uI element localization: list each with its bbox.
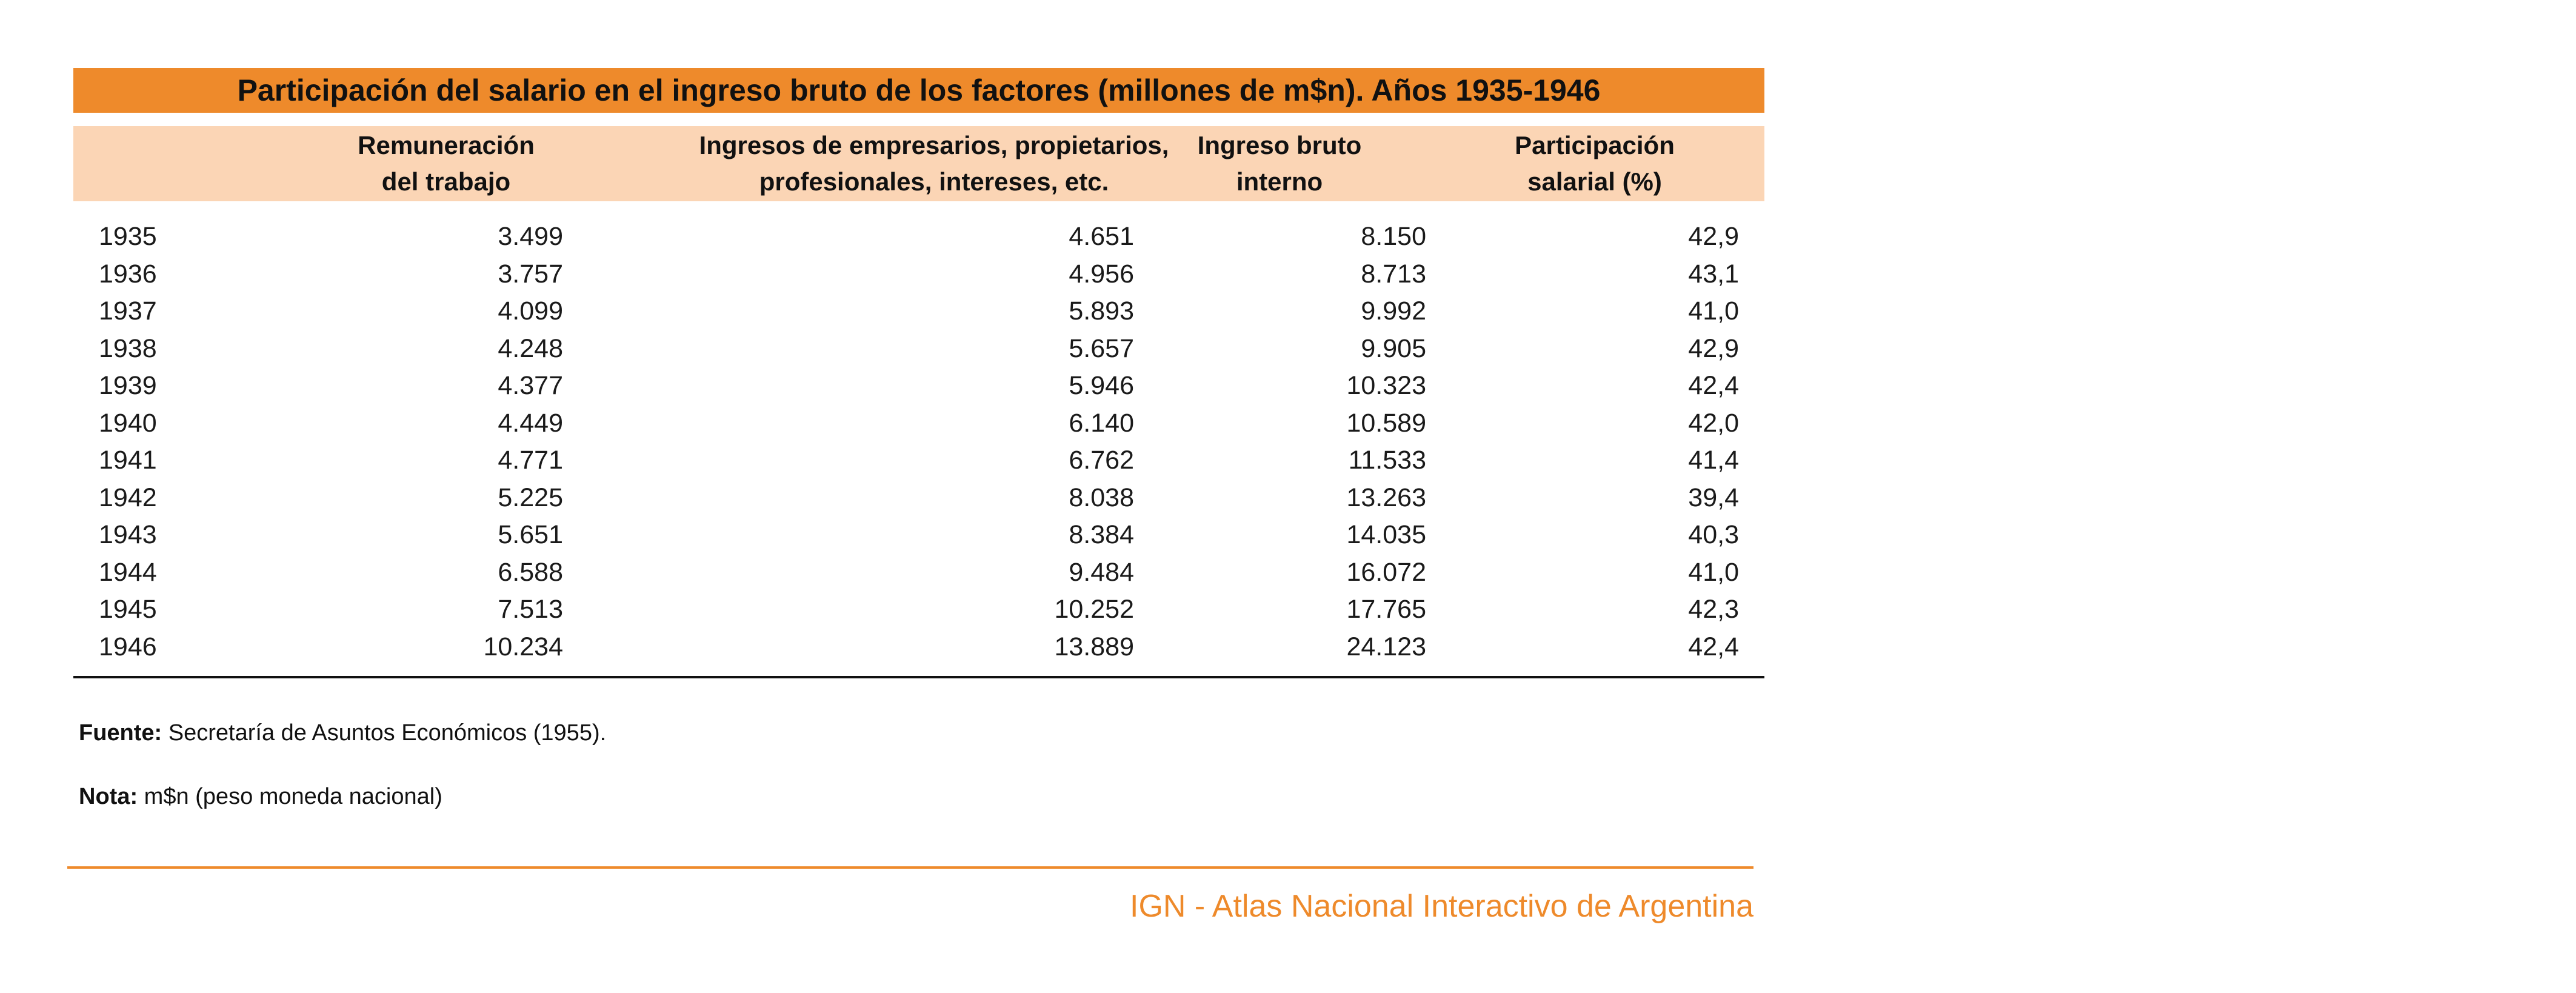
table-row: 1937 4.099 5.893 9.992 41,0 — [73, 293, 1764, 330]
table-body: 1935 3.499 4.651 8.150 42,9 1936 3.757 4… — [73, 218, 1764, 666]
cell-participacion: 42,3 — [1688, 595, 1739, 624]
cell-participacion: 42,4 — [1688, 632, 1739, 661]
cell-participacion: 42,0 — [1688, 408, 1739, 438]
header-remuneracion-line1: Remuneración — [358, 131, 535, 159]
note-text: m$n (peso moneda nacional) — [138, 784, 442, 809]
cell-remuneracion: 4.771 — [498, 446, 563, 475]
cell-year: 1946 — [99, 632, 157, 661]
cell-remuneracion: 4.449 — [498, 408, 563, 438]
cell-year: 1944 — [99, 557, 157, 587]
table-row: 1940 4.449 6.140 10.589 42,0 — [73, 405, 1764, 443]
table-row: 1945 7.513 10.252 17.765 42,3 — [73, 591, 1764, 629]
header-ingresos: Ingresos de empresarios, propietarios, p… — [601, 126, 1267, 201]
header-participacion-line2: salarial (%) — [1527, 167, 1662, 196]
cell-ingresos: 6.762 — [1069, 446, 1134, 475]
cell-ingresos: 8.384 — [1069, 520, 1134, 549]
header-ingresos-line2: profesionales, intereses, etc. — [759, 167, 1109, 196]
cell-year: 1942 — [99, 483, 157, 512]
source-note: Fuente: Secretaría de Asuntos Económicos… — [79, 720, 606, 746]
currency-note: Nota: m$n (peso moneda nacional) — [79, 784, 442, 810]
credit-line: IGN - Atlas Nacional Interactivo de Arge… — [1130, 889, 1753, 924]
cell-ingresos: 8.038 — [1069, 483, 1134, 512]
header-remuneracion-line2: del trabajo — [381, 167, 511, 196]
cell-ingreso-bruto: 17.765 — [1346, 595, 1426, 624]
cell-remuneracion: 10.234 — [483, 632, 563, 661]
cell-year: 1943 — [99, 520, 157, 549]
cell-year: 1938 — [99, 333, 157, 363]
cell-ingreso-bruto: 9.905 — [1361, 333, 1426, 363]
cell-participacion: 41,4 — [1688, 446, 1739, 475]
cell-year: 1940 — [99, 408, 157, 438]
cell-remuneracion: 4.248 — [498, 333, 563, 363]
table-row: 1938 4.248 5.657 9.905 42,9 — [73, 330, 1764, 368]
cell-remuneracion: 6.588 — [498, 557, 563, 587]
cell-remuneracion: 7.513 — [498, 595, 563, 624]
cell-ingreso-bruto: 16.072 — [1346, 557, 1426, 587]
table-row: 1944 6.588 9.484 16.072 41,0 — [73, 554, 1764, 592]
header-participacion: Participación salarial (%) — [1455, 126, 1734, 201]
cell-ingresos: 6.140 — [1069, 408, 1134, 438]
cell-ingreso-bruto: 10.589 — [1346, 408, 1426, 438]
cell-participacion: 39,4 — [1688, 483, 1739, 512]
header-remuneracion: Remuneración del trabajo — [316, 126, 576, 201]
cell-participacion: 42,4 — [1688, 371, 1739, 400]
cell-ingreso-bruto: 8.150 — [1361, 222, 1426, 251]
table-row: 1941 4.771 6.762 11.533 41,4 — [73, 442, 1764, 480]
cell-year: 1945 — [99, 595, 157, 624]
cell-participacion: 43,1 — [1688, 259, 1739, 289]
cell-ingresos: 4.956 — [1069, 259, 1134, 289]
cell-ingresos: 13.889 — [1054, 632, 1134, 661]
table-row: 1939 4.377 5.946 10.323 42,4 — [73, 367, 1764, 405]
header-ingreso-bruto-line2: interno — [1236, 167, 1323, 196]
cell-ingreso-bruto: 14.035 — [1346, 520, 1426, 549]
cell-remuneracion: 3.757 — [498, 259, 563, 289]
table-row: 1943 5.651 8.384 14.035 40,3 — [73, 517, 1764, 554]
cell-remuneracion: 5.651 — [498, 520, 563, 549]
table-row: 1936 3.757 4.956 8.713 43,1 — [73, 256, 1764, 293]
header-ingreso-bruto-line1: Ingreso bruto — [1197, 131, 1362, 159]
cell-ingreso-bruto: 24.123 — [1346, 632, 1426, 661]
cell-ingresos: 9.484 — [1069, 557, 1134, 587]
cell-year: 1936 — [99, 259, 157, 289]
cell-remuneracion: 4.377 — [498, 371, 563, 400]
cell-remuneracion: 4.099 — [498, 296, 563, 326]
table-bottom-rule — [73, 676, 1764, 678]
cell-remuneracion: 3.499 — [498, 222, 563, 251]
table-title: Participación del salario en el ingreso … — [73, 68, 1764, 113]
cell-year: 1935 — [99, 222, 157, 251]
cell-remuneracion: 5.225 — [498, 483, 563, 512]
cell-ingreso-bruto: 11.533 — [1348, 446, 1426, 475]
cell-ingresos: 10.252 — [1054, 595, 1134, 624]
cell-ingresos: 5.946 — [1069, 371, 1134, 400]
cell-year: 1941 — [99, 446, 157, 475]
header-ingresos-line1: Ingresos de empresarios, propietarios, — [699, 131, 1169, 159]
header-participacion-line1: Participación — [1515, 131, 1675, 159]
cell-participacion: 40,3 — [1688, 520, 1739, 549]
cell-ingresos: 5.657 — [1069, 333, 1134, 363]
footer-rule — [67, 866, 1753, 869]
cell-participacion: 42,9 — [1688, 222, 1739, 251]
cell-participacion: 41,0 — [1688, 296, 1739, 326]
cell-ingreso-bruto: 10.323 — [1346, 371, 1426, 400]
header-ingreso-bruto: Ingreso bruto interno — [1164, 126, 1395, 201]
cell-ingresos: 5.893 — [1069, 296, 1134, 326]
table-row: 1942 5.225 8.038 13.263 39,4 — [73, 480, 1764, 517]
cell-participacion: 42,9 — [1688, 333, 1739, 363]
source-label: Fuente: — [79, 720, 162, 746]
note-label: Nota: — [79, 784, 138, 809]
source-text: Secretaría de Asuntos Económicos (1955). — [162, 720, 607, 746]
cell-year: 1939 — [99, 371, 157, 400]
table-row: 1946 10.234 13.889 24.123 42,4 — [73, 629, 1764, 666]
table-row: 1935 3.499 4.651 8.150 42,9 — [73, 218, 1764, 256]
cell-year: 1937 — [99, 296, 157, 326]
table-header: Remuneración del trabajo Ingresos de emp… — [73, 126, 1764, 201]
cell-ingreso-bruto: 8.713 — [1361, 259, 1426, 289]
cell-ingreso-bruto: 9.992 — [1361, 296, 1426, 326]
cell-ingresos: 4.651 — [1069, 222, 1134, 251]
cell-ingreso-bruto: 13.263 — [1346, 483, 1426, 512]
cell-participacion: 41,0 — [1688, 557, 1739, 587]
